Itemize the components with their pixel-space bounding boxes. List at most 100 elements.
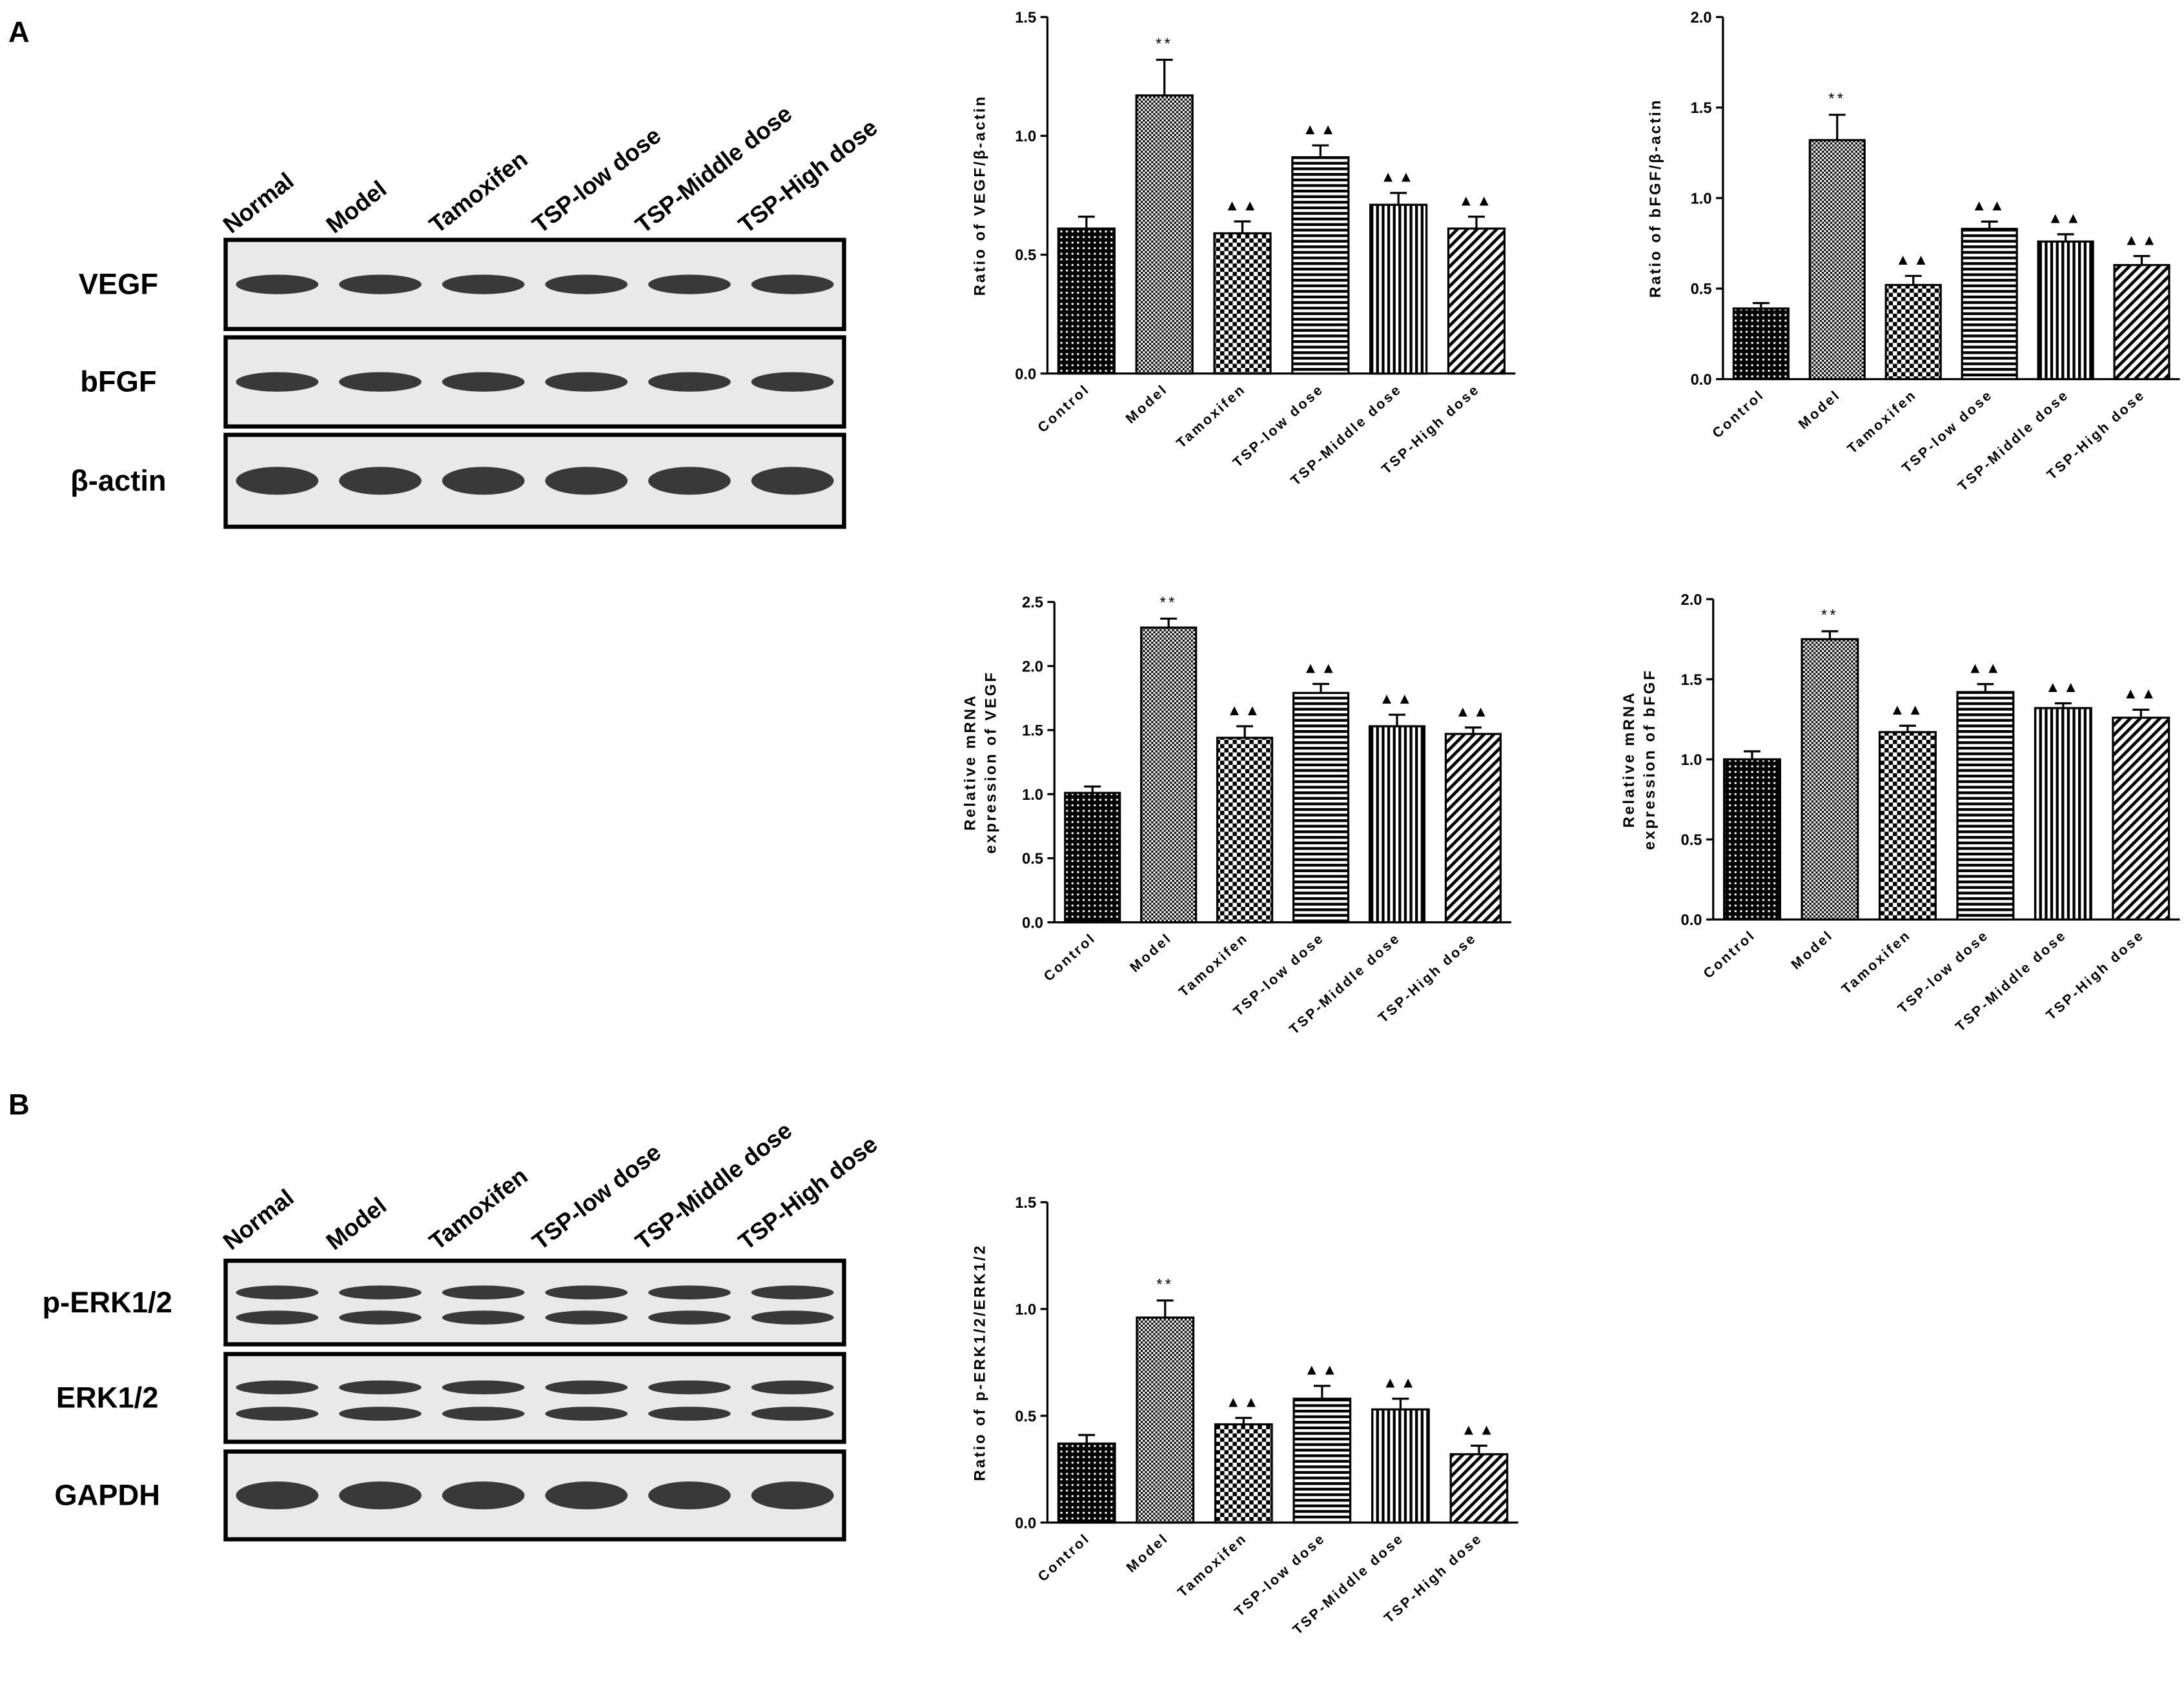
blot-band bbox=[236, 1380, 319, 1395]
y-tick-label: 2.0 bbox=[1691, 10, 1712, 26]
y-tick-label: 1.0 bbox=[1022, 787, 1043, 804]
lane-label: Model bbox=[321, 1192, 391, 1256]
annotation: ▲▲ bbox=[1461, 1421, 1497, 1438]
bar bbox=[1136, 1316, 1195, 1524]
annotation: ▲▲ bbox=[2124, 232, 2160, 249]
bar bbox=[1808, 139, 1866, 380]
bar bbox=[2112, 717, 2170, 921]
y-tick-label: 0.0 bbox=[1015, 366, 1036, 383]
bar bbox=[1135, 94, 1194, 375]
blot-band bbox=[236, 1481, 319, 1510]
bar bbox=[1878, 731, 1937, 921]
bar bbox=[1057, 1442, 1116, 1524]
annotation: ▲▲ bbox=[1379, 691, 1415, 708]
annotation: ▲▲ bbox=[1380, 169, 1416, 186]
blot-band bbox=[339, 372, 422, 392]
lane-label: Normal bbox=[218, 167, 299, 238]
bar bbox=[2034, 707, 2092, 921]
y-axis-label: expression of bFGF bbox=[1642, 669, 1658, 850]
bar bbox=[1732, 307, 1790, 380]
blot-band bbox=[648, 372, 731, 392]
annotation: ▲▲ bbox=[1303, 121, 1339, 138]
bar bbox=[1057, 227, 1116, 375]
annotation: ▲▲ bbox=[1226, 1394, 1262, 1410]
x-tick-label: Model bbox=[1788, 926, 1836, 972]
blot-band bbox=[442, 1310, 525, 1325]
bar bbox=[1369, 203, 1428, 375]
panel-label: B bbox=[8, 1088, 30, 1121]
bar bbox=[1956, 691, 2015, 921]
blot-band bbox=[339, 467, 422, 495]
blot-band bbox=[545, 467, 628, 495]
blot-band bbox=[339, 1310, 422, 1325]
blot-band bbox=[545, 1380, 628, 1395]
y-tick-label: 2.0 bbox=[1022, 658, 1043, 675]
blot-band bbox=[442, 1380, 525, 1395]
y-tick-label: 0.0 bbox=[1681, 912, 1702, 929]
annotation: ** bbox=[1156, 1276, 1174, 1293]
blot-band bbox=[339, 1285, 422, 1300]
bar bbox=[1371, 1408, 1430, 1524]
x-tick-label: Tamoxifen bbox=[1838, 926, 1914, 997]
blot-band bbox=[751, 1481, 834, 1510]
bar bbox=[1447, 227, 1506, 375]
blot-band bbox=[751, 467, 834, 495]
y-tick-label: 2.0 bbox=[1681, 592, 1702, 609]
y-tick-label: 0.5 bbox=[1691, 281, 1712, 298]
blot-band bbox=[442, 274, 525, 294]
annotation: ▲▲ bbox=[1303, 660, 1339, 677]
blot-band bbox=[339, 1481, 422, 1510]
lane-label: Tamoxifen bbox=[424, 1163, 533, 1256]
y-tick-label: 0.0 bbox=[1015, 1515, 1036, 1532]
annotation: ▲▲ bbox=[1968, 660, 2004, 677]
annotation: ** bbox=[1160, 595, 1178, 611]
blot-band bbox=[751, 1285, 834, 1300]
y-tick-label: 1.5 bbox=[1681, 672, 1702, 689]
blot-band bbox=[236, 1285, 319, 1300]
annotation: ** bbox=[1821, 607, 1839, 624]
blot-band bbox=[339, 1380, 422, 1395]
annotation: ▲▲ bbox=[2123, 686, 2159, 702]
y-tick-label: 0.5 bbox=[1015, 247, 1036, 264]
bar bbox=[1801, 638, 1859, 921]
blot-frame bbox=[223, 1258, 846, 1347]
blot-band bbox=[339, 1407, 422, 1421]
x-tick-label: Control bbox=[1709, 386, 1768, 441]
blot-band bbox=[339, 274, 422, 294]
blot-band bbox=[442, 1407, 525, 1421]
x-tick-label: Model bbox=[1122, 381, 1170, 427]
blot-band bbox=[648, 1285, 731, 1300]
bar bbox=[1292, 1398, 1352, 1524]
blot-band bbox=[648, 1481, 731, 1510]
annotation: ▲▲ bbox=[1227, 702, 1263, 719]
x-tick-label: Control bbox=[1035, 1530, 1094, 1585]
y-tick-label: 0.0 bbox=[1022, 915, 1043, 932]
blot-band bbox=[648, 274, 731, 294]
blot-frame bbox=[223, 1352, 846, 1444]
y-axis-label: Ratio of p-ERK1/2/ERK1/2 bbox=[972, 1244, 988, 1481]
y-tick-label: 1.5 bbox=[1022, 723, 1043, 740]
x-tick-label: Model bbox=[1123, 1530, 1172, 1576]
y-tick-label: 1.5 bbox=[1015, 10, 1036, 26]
annotation: ▲▲ bbox=[1225, 198, 1261, 214]
blot-band bbox=[545, 1285, 628, 1300]
blot-band bbox=[236, 467, 319, 495]
blot-band bbox=[442, 1481, 525, 1510]
y-tick-label: 1.0 bbox=[1681, 752, 1702, 769]
blot-band bbox=[545, 1407, 628, 1421]
annotation: ▲▲ bbox=[1304, 1362, 1340, 1379]
annotation: ▲▲ bbox=[2045, 679, 2081, 696]
bar bbox=[1292, 691, 1350, 924]
blot-band bbox=[442, 1285, 525, 1300]
y-tick-label: 1.5 bbox=[1015, 1195, 1036, 1212]
blot-band bbox=[751, 1380, 834, 1395]
blot-band bbox=[236, 1407, 319, 1421]
blot-row-label: ERK1/2 bbox=[56, 1381, 159, 1414]
blot-band bbox=[236, 274, 319, 294]
y-tick-label: 1.0 bbox=[1691, 190, 1712, 207]
y-axis-label: Ratio of bFGF/β-actin bbox=[1648, 98, 1664, 298]
blot-band bbox=[545, 372, 628, 392]
blot-row-label: GAPDH bbox=[54, 1479, 160, 1512]
blot-band bbox=[751, 274, 834, 294]
